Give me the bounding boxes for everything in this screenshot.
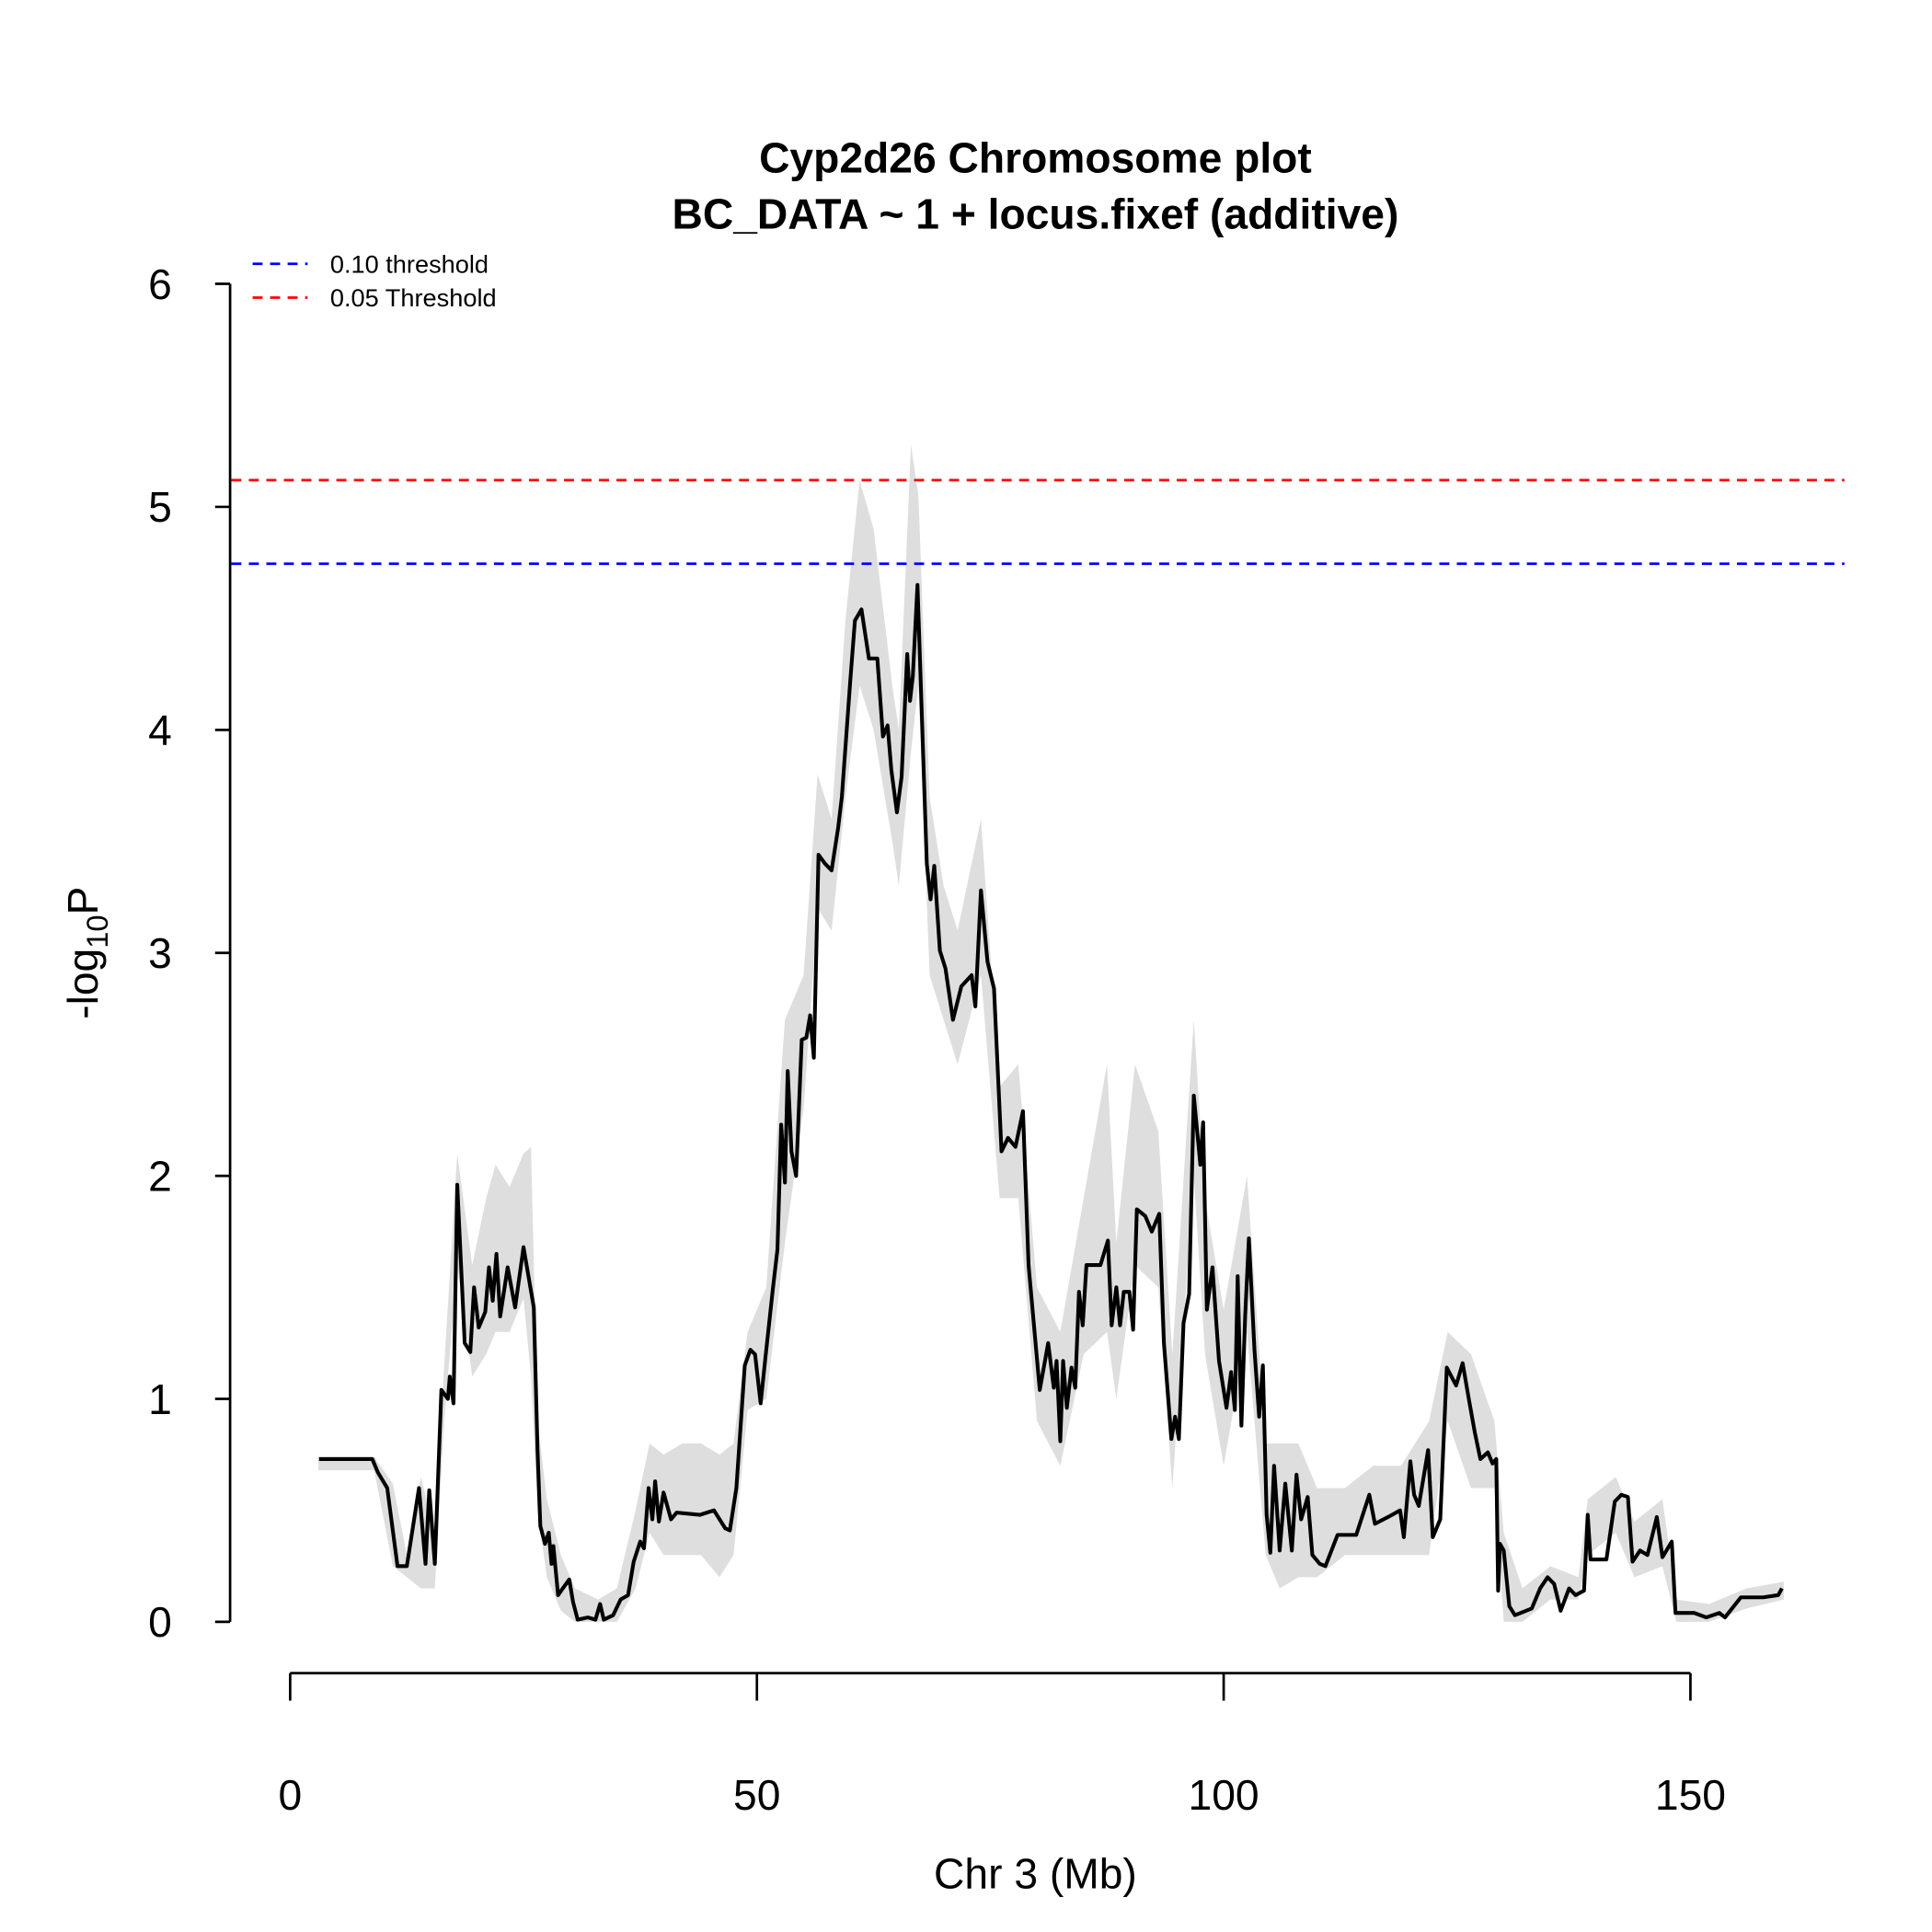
y-axis-label: -log10P — [59, 887, 114, 1019]
chart-subtitle: BC_DATA ~ 1 + locus.fixef (additive) — [672, 190, 1398, 238]
data-line — [318, 582, 1784, 1622]
x-tick-label: 0 — [279, 1771, 303, 1819]
x-tick-label: 100 — [1189, 1771, 1259, 1819]
y-label-tail: P — [59, 887, 107, 915]
y-tick-label: 1 — [148, 1375, 172, 1423]
x-tick-label: 50 — [733, 1771, 780, 1819]
confidence-band — [317, 444, 1784, 1622]
y-label-text: -log — [59, 949, 107, 1019]
x-axis-label: Chr 3 (Mb) — [934, 1849, 1137, 1897]
chart-title: Cyp2d26 Chromosome plot — [759, 134, 1312, 182]
legend-label: 0.10 threshold — [330, 249, 489, 278]
y-tick-label: 4 — [148, 707, 172, 754]
y-tick-label: 0 — [148, 1598, 172, 1646]
y-tick-label: 6 — [148, 260, 172, 308]
legend-label: 0.05 Threshold — [330, 283, 497, 312]
y-tick-label: 2 — [148, 1152, 172, 1200]
y-tick-label: 3 — [148, 929, 172, 977]
y-tick-label: 5 — [148, 483, 172, 531]
x-tick-label: 150 — [1655, 1771, 1726, 1819]
y-label-sub: 10 — [80, 914, 114, 948]
